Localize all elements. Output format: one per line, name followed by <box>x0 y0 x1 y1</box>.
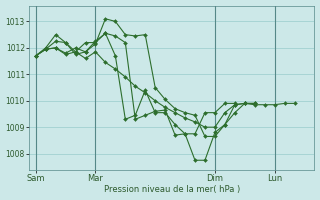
X-axis label: Pression niveau de la mer( hPa ): Pression niveau de la mer( hPa ) <box>104 185 240 194</box>
